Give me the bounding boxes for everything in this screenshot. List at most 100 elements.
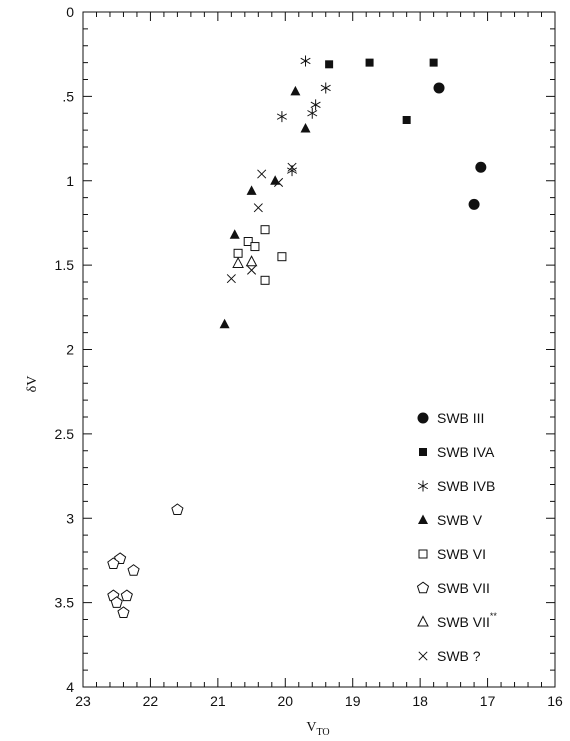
point-x-cross [226,274,236,284]
legend-label-text: SWB VII [437,614,490,630]
point-filled-triangle [246,185,257,195]
x-tick-label: 22 [143,693,159,709]
legend-label-text: SWB III [437,410,484,426]
legend-label: SWB IVA [437,444,495,460]
point-filled-square [402,116,411,124]
x-tick-label: 19 [345,693,361,709]
series-x-cross [226,162,297,284]
point-filled-triangle [290,85,301,96]
point-asterisk [276,111,287,123]
legend-label-text: SWB IVB [437,478,495,494]
point-open-triangle [232,256,244,268]
point-filled-circle [433,82,445,94]
x-tick-label: 18 [412,693,428,709]
legend-label-text: SWB ? [437,648,481,664]
tick-marks: 23 22 21 20 19 18 17 16 0 .5 1 1.5 2 2.5 3 3.5 4 [55,4,563,709]
point-open-pentagon [120,589,133,602]
legend-label-text: SWB IVA [437,444,495,460]
legend-label: SWB V [437,512,483,528]
point-x-cross [257,169,267,179]
point-asterisk [310,99,321,111]
legend-label-text: SWB VII [437,580,490,596]
point-open-square [260,225,270,235]
point-asterisk [300,55,311,67]
legend-item: SWB VII [416,580,490,596]
point-x-cross [253,203,263,213]
series-filled-square [325,58,438,124]
y-tick-label: 1.5 [55,257,75,273]
point-x-cross [273,177,284,187]
point-open-square [260,275,270,285]
legend-marker-asterisk [417,480,429,492]
legend-label: SWB VII** [437,611,497,630]
point-open-pentagon [117,606,130,618]
legend-marker-open-triangle [417,615,429,627]
point-open-pentagon [107,557,120,569]
legend-item: SWB VI [418,546,486,562]
x-tick-label: 20 [277,693,293,709]
point-asterisk [307,107,318,119]
point-filled-triangle [229,229,240,239]
legend-marker-filled-triangle [418,514,428,524]
y-axis-label: δV [25,376,40,393]
x-axis-label-subscript: TO [316,727,329,738]
x-axis-label-main: V [306,720,316,735]
legend-item: SWB IVA [419,444,495,460]
y-tick-label: .5 [62,88,74,104]
point-x-cross [287,162,297,172]
legend-label-text: SWB VI [437,546,486,562]
legend-label: SWB IVB [437,478,495,494]
series-asterisk [276,55,331,177]
legend-label: SWB VII [437,580,490,596]
legend-label-superscript: ** [490,611,498,621]
x-tick-label: 17 [480,693,496,709]
point-filled-triangle [300,122,311,133]
y-tick-label: 0 [66,4,74,20]
point-open-pentagon [171,503,184,515]
point-open-square [277,252,287,262]
y-tick-label: 3 [66,510,74,526]
legend-marker-x-cross [418,651,428,661]
point-open-pentagon [127,564,140,576]
point-filled-square [365,58,374,67]
point-filled-square [325,60,334,69]
y-tick-label: 4 [66,679,74,695]
x-tick-label: 23 [75,693,91,709]
series-filled-triangle [219,85,311,329]
y-tick-label: 2 [66,342,74,358]
point-asterisk [320,82,331,94]
point-filled-triangle [270,175,281,185]
legend-label: SWB III [437,410,484,426]
point-open-square [233,248,243,258]
legend-label: SWB VI [437,546,486,562]
y-tick-label: 1 [66,173,74,189]
point-open-square [250,242,260,252]
legend-label-text: SWB V [437,512,483,528]
point-open-square [243,237,253,246]
x-tick-label: 21 [210,693,226,709]
point-open-triangle [245,255,258,267]
point-open-pentagon [110,596,123,608]
x-tick-label: 16 [547,693,563,709]
x-axis-label: VTO [306,720,329,738]
legend-marker-open-pentagon [416,581,430,594]
series-open-triangle [232,255,258,268]
series-open-square [233,225,287,285]
point-filled-circle [468,198,480,210]
point-filled-circle [475,161,487,173]
point-x-cross [247,265,257,275]
y-tick-label: 3.5 [55,595,75,611]
legend-marker-filled-square [419,448,427,456]
series-open-pentagon [107,503,184,618]
legend-item: SWB V [418,512,483,528]
legend-item: SWB ? [418,648,481,664]
legend-item: SWB VII** [417,611,497,630]
data-points [107,55,487,618]
legend-marker-open-square [418,549,428,559]
legend-item: SWB IVB [417,478,495,494]
point-filled-square [429,58,438,67]
legend-marker-filled-circle [417,412,429,424]
point-filled-triangle [219,318,230,329]
